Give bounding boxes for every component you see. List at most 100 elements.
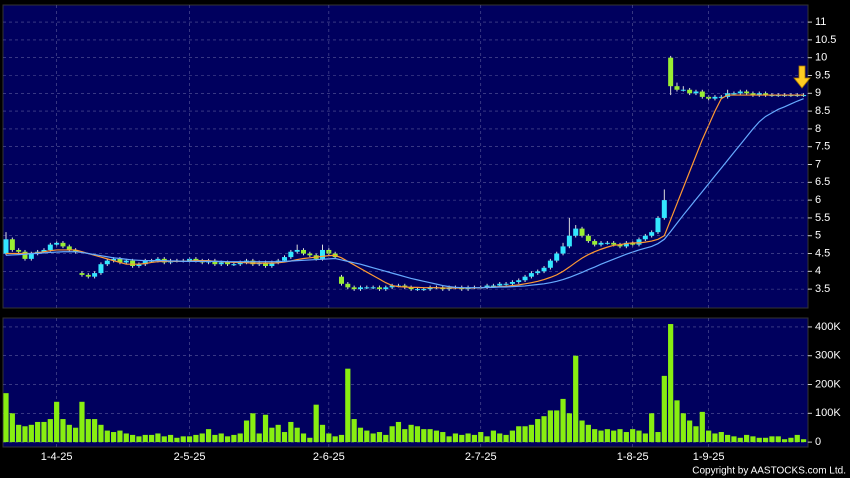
candle-body bbox=[136, 264, 142, 266]
candle-body bbox=[218, 262, 224, 265]
candle-body bbox=[307, 253, 313, 256]
volume-bar bbox=[478, 432, 484, 443]
candle-body bbox=[301, 249, 307, 254]
candle-body bbox=[636, 239, 642, 245]
volume-bar bbox=[668, 324, 674, 443]
volume-bar bbox=[604, 429, 610, 443]
volume-bar bbox=[649, 413, 655, 443]
candle-body bbox=[104, 260, 110, 265]
volume-bar bbox=[199, 433, 205, 443]
volume-bar bbox=[256, 433, 262, 443]
x-tick-label: 1-9-25 bbox=[693, 451, 725, 463]
volume-bar bbox=[459, 434, 465, 443]
candle-body bbox=[484, 285, 490, 288]
candle-body bbox=[351, 287, 357, 290]
candle-body bbox=[98, 264, 104, 274]
y-tick-label: 3.5 bbox=[815, 283, 830, 295]
candle-body bbox=[528, 273, 534, 277]
candle-body bbox=[269, 262, 275, 266]
candle-body bbox=[598, 242, 604, 245]
volume-bar bbox=[402, 429, 408, 443]
y-tick-label: 8.5 bbox=[815, 105, 830, 117]
candle-body bbox=[421, 289, 427, 291]
candle-body bbox=[623, 242, 629, 247]
candle-body bbox=[693, 91, 699, 94]
y-tick-label: 6 bbox=[815, 194, 821, 206]
volume-bar bbox=[592, 429, 598, 443]
volume-bar bbox=[174, 437, 180, 443]
volume-bar bbox=[465, 433, 471, 443]
volume-bar bbox=[155, 433, 161, 443]
candle-body bbox=[22, 251, 28, 259]
volume-bar bbox=[712, 433, 718, 443]
candle-body bbox=[604, 242, 610, 244]
volume-bar bbox=[554, 410, 560, 443]
price-panel bbox=[2, 4, 809, 309]
volume-bar bbox=[446, 436, 452, 443]
volume-bar bbox=[794, 434, 800, 443]
volume-bar bbox=[180, 436, 186, 443]
candle-body bbox=[414, 289, 420, 291]
volume-bar bbox=[598, 430, 604, 443]
volume-bar bbox=[231, 434, 237, 443]
x-tick-label: 2-5-25 bbox=[174, 451, 206, 463]
volume-bar bbox=[167, 434, 174, 443]
candle-body bbox=[282, 257, 288, 261]
volume-bar bbox=[370, 433, 376, 443]
volume-bar bbox=[66, 424, 72, 443]
volume-bar bbox=[98, 424, 104, 443]
candle-body bbox=[231, 264, 237, 266]
candle-body bbox=[554, 253, 560, 261]
volume-bar bbox=[693, 426, 699, 443]
moving-average-line bbox=[6, 94, 804, 289]
candle-body bbox=[750, 93, 756, 96]
candle-body bbox=[674, 86, 680, 90]
candle-body bbox=[617, 244, 623, 247]
volume-bar bbox=[123, 433, 129, 443]
candle-body bbox=[60, 242, 66, 247]
volume-bar bbox=[262, 414, 269, 443]
volume-bar bbox=[788, 437, 794, 443]
candle-body bbox=[85, 274, 91, 277]
volume-bar bbox=[326, 433, 332, 443]
volume-bar bbox=[313, 404, 319, 443]
volume-bar bbox=[528, 424, 534, 443]
candle-body bbox=[560, 246, 566, 254]
volume-bar bbox=[92, 419, 98, 443]
candle-body bbox=[680, 89, 686, 91]
candle-body bbox=[263, 262, 269, 266]
volume-bar bbox=[281, 432, 288, 443]
candle-body bbox=[655, 217, 661, 233]
volume-bar bbox=[41, 421, 47, 443]
volume-bar bbox=[243, 420, 250, 443]
candle-body bbox=[320, 249, 325, 259]
candle-body bbox=[731, 93, 737, 95]
candle-body bbox=[699, 91, 705, 97]
candle-body bbox=[592, 241, 598, 245]
candle-body bbox=[193, 258, 199, 261]
volume-bar bbox=[111, 432, 117, 443]
candle-body bbox=[756, 93, 762, 96]
y-tick-label: 400K bbox=[815, 321, 841, 333]
candle-body bbox=[370, 287, 376, 289]
candle-body bbox=[541, 267, 547, 272]
volume-bar bbox=[218, 433, 224, 443]
volume-bar bbox=[161, 436, 167, 443]
volume-bar bbox=[395, 421, 402, 443]
volume-bar bbox=[756, 437, 762, 443]
candle-body bbox=[345, 283, 351, 288]
candle-body bbox=[490, 285, 496, 287]
volume-bar bbox=[440, 432, 446, 443]
volume-bar bbox=[763, 437, 769, 443]
candle-body bbox=[611, 242, 617, 245]
candle-body bbox=[585, 235, 591, 242]
volume-bar bbox=[800, 439, 807, 443]
volume-bar bbox=[503, 434, 509, 443]
chart-layer: 3.5 4 4.5 5 5.5 6 6.5 7 7.5 8 8.5 9 9.5 10 10.5 11 0 100K… bbox=[3, 5, 841, 463]
candle-body bbox=[630, 242, 636, 245]
candle-body bbox=[212, 260, 218, 265]
volume-bar bbox=[35, 421, 41, 443]
volume-bar bbox=[142, 434, 148, 443]
volume-bar bbox=[560, 398, 566, 443]
y-tick-label: 4 bbox=[815, 265, 821, 277]
